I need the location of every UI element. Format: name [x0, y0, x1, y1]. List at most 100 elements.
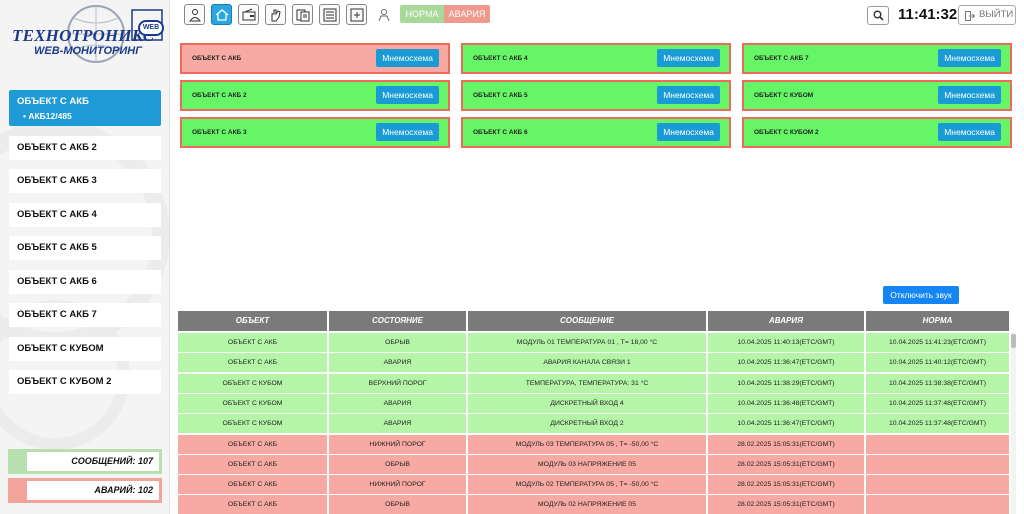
mute-sound-button[interactable]: Отключить звук	[883, 286, 959, 304]
cell-message: АВАРИЯ КАНАЛА СВЯЗИ 1	[468, 353, 706, 373]
cell-norm-time	[866, 454, 1009, 474]
mnemoscheme-button[interactable]: Мнемосхема	[657, 86, 720, 104]
logo-web-badge: WEB	[138, 20, 164, 36]
search-icon	[873, 10, 884, 21]
cell-object: ОБЪЕКТ С АКБ	[178, 353, 327, 373]
sidebar-item-object-akb-6[interactable]: ОБЪЕКТ С АКБ 6	[9, 269, 161, 294]
object-card-title: ОБЪЕКТ С АКБ 4	[473, 55, 528, 62]
alarm-filter-badge[interactable]: АВАРИЯ	[444, 5, 490, 23]
object-card-title: ОБЪЕКТ С КУБОМ 2	[754, 129, 819, 136]
cell-norm-time	[866, 475, 1009, 495]
logout-label: ВЫЙТИ	[979, 9, 1014, 20]
object-card[interactable]: ОБЪЕКТ С АКБ 3 Мнемосхема	[180, 117, 450, 148]
object-card-title: ОБЪЕКТ С КУБОМ	[754, 92, 814, 99]
sidebar-item-object-akb-2[interactable]: ОБЪЕКТ С АКБ 2	[9, 135, 161, 160]
cell-state: ВЕРХНИЙ ПОРОГ	[329, 373, 466, 393]
table-row[interactable]: ОБЪЕКТ С КУБОМ ВЕРХНИЙ ПОРОГ ТЕМПЕРАТУРА, …	[177, 373, 1009, 393]
sidebar-item-object-akb-4[interactable]: ОБЪЕКТ С АКБ 4	[9, 202, 161, 227]
scrollbar-thumb[interactable]	[1011, 334, 1016, 348]
object-card[interactable]: ОБЪЕКТ С АКБ Мнемосхема	[180, 43, 450, 74]
table-row[interactable]: ОБЪЕКТ С КУБОМ АВАРИЯ ДИСКРЕТНЫЙ ВХОД 4 10.…	[177, 393, 1009, 413]
cell-message: МОДУЛЬ 02 ТЕМПЕРАТУРА 05 , T= -50,00 °C	[468, 475, 706, 495]
mnemoscheme-button[interactable]: Мнемосхема	[938, 49, 1001, 67]
user-settings-icon[interactable]	[184, 4, 205, 25]
cell-alarm-time: 10.04.2025 11:36:48(ETC/GMT)	[708, 393, 864, 413]
cell-alarm-time: 10.04.2025 11:40:13(ETC/GMT)	[708, 333, 864, 352]
mnemoscheme-button[interactable]: Мнемосхема	[657, 49, 720, 67]
column-header-norm[interactable]: НОРМА	[866, 311, 1009, 331]
sidebar-item-object-cube[interactable]: ОБЪЕКТ С КУБОМ	[9, 336, 161, 361]
logout-icon	[965, 11, 975, 21]
object-cards-grid: ОБЪЕКТ С АКБ Мнемосхема ОБЪЕКТ С АКБ 2 М…	[180, 43, 1016, 153]
object-card[interactable]: ОБЪЕКТ С КУБОМ 2 Мнемосхема	[742, 117, 1012, 148]
cell-message: ДИСКРЕТНЫЙ ВХОД 4	[468, 393, 706, 413]
cell-object: ОБЪЕКТ С АКБ	[178, 475, 327, 495]
object-card[interactable]: ОБЪЕКТ С АКБ 2 Мнемосхема	[180, 80, 450, 111]
logout-button[interactable]: ВЫЙТИ	[958, 5, 1016, 25]
column-header-message[interactable]: СООБЩЕНИЕ	[468, 311, 706, 331]
cell-state: ОБРЫВ	[329, 495, 466, 514]
object-card[interactable]: ОБЪЕКТ С АКБ 6 Мнемосхема	[461, 117, 731, 148]
object-card[interactable]: ОБЪЕКТ С АКБ 7 Мнемосхема	[742, 43, 1012, 74]
mnemoscheme-button[interactable]: Мнемосхема	[376, 86, 439, 104]
sidebar-item-object-akb-3[interactable]: ОБЪЕКТ С АКБ 3	[9, 169, 161, 193]
hand-icon[interactable]	[265, 4, 286, 25]
worker-icon[interactable]	[373, 4, 394, 25]
messages-counter: СООБЩЕНИЙ: 107	[8, 449, 162, 474]
object-list: ОБЪЕКТ С АКБ • АКБ12/485 ОБЪЕКТ С АКБ 2 …	[9, 90, 161, 404]
app-logo[interactable]: ТЕХНОТРОНИКС WEB-МОНИТОРИНГ WEB	[4, 4, 166, 66]
cell-alarm-time: 10.04.2025 11:36:47(ETC/GMT)	[708, 353, 864, 373]
cell-alarm-time: 10.04.2025 11:36:47(ETC/GMT)	[708, 414, 864, 434]
column-header-alarm[interactable]: АВАРИЯ	[708, 311, 864, 331]
column-header-state[interactable]: СОСТОЯНИЕ	[329, 311, 466, 331]
sidebar-item-object-cube-2[interactable]: ОБЪЕКТ С КУБОМ 2	[9, 370, 161, 394]
mnemoscheme-button[interactable]: Мнемосхема	[938, 86, 1001, 104]
sidebar: ТЕХНОТРОНИКС WEB-МОНИТОРИНГ WEB ОБЪЕКТ С…	[0, 0, 170, 514]
wallet-icon[interactable]	[238, 4, 259, 25]
add-box-icon[interactable]	[346, 4, 367, 25]
column-header-object[interactable]: ОБЪЕКТ	[178, 311, 327, 331]
object-card[interactable]: ОБЪЕКТ С АКБ 4 Мнемосхема	[461, 43, 731, 74]
object-card-title: ОБЪЕКТ С АКБ	[192, 55, 242, 62]
object-card[interactable]: ОБЪЕКТ С КУБОМ Мнемосхема	[742, 80, 1012, 111]
list-icon[interactable]	[319, 4, 340, 25]
cell-message: МОДУЛЬ 03 НАПРЯЖЕНИЕ 05	[468, 454, 706, 474]
clock: 11:41:32	[898, 6, 958, 23]
table-row[interactable]: ОБЪЕКТ С АКБ НИЖНИЙ ПОРОГ МОДУЛЬ 02 ТЕМПЕР…	[177, 475, 1009, 495]
table-row[interactable]: ОБЪЕКТ С АКБ ОБРЫВ МОДУЛЬ 02 НАПРЯЖЕНИЕ 05…	[177, 495, 1009, 514]
cell-alarm-time: 28.02.2025 15:05:31(ETC/GMT)	[708, 495, 864, 514]
cell-alarm-time: 28.02.2025 15:05:31(ETC/GMT)	[708, 434, 864, 454]
mnemoscheme-button[interactable]: Мнемосхема	[376, 49, 439, 67]
cell-message: ДИСКРЕТНЫЙ ВХОД 2	[468, 414, 706, 434]
cell-norm-time: 10.04.2025 11:41:23(ETC/GMT)	[866, 333, 1009, 352]
object-card-title: ОБЪЕКТ С АКБ 5	[473, 92, 528, 99]
table-row[interactable]: ОБЪЕКТ С АКБ ОБРЫВ МОДУЛЬ 03 НАПРЯЖЕНИЕ 05…	[177, 454, 1009, 474]
cell-norm-time	[866, 434, 1009, 454]
cell-norm-time: 10.04.2025 11:37:48(ETC/GMT)	[866, 414, 1009, 434]
norm-filter-badge[interactable]: НОРМА	[400, 5, 444, 23]
sidebar-item-object-akb-5[interactable]: ОБЪЕКТ С АКБ 5	[9, 236, 161, 260]
object-card-title: ОБЪЕКТ С АКБ 3	[192, 129, 247, 136]
mnemoscheme-button[interactable]: Мнемосхема	[657, 123, 720, 141]
search-button[interactable]	[867, 6, 889, 25]
home-icon[interactable]	[211, 4, 232, 25]
table-row[interactable]: ОБЪЕКТ С АКБ ОБРЫВ МОДУЛЬ 01 ТЕМПЕРАТУРА 0…	[177, 333, 1009, 352]
cell-object: ОБЪЕКТ С КУБОМ	[178, 414, 327, 434]
cell-norm-time: 10.04.2025 11:37:48(ETC/GMT)	[866, 393, 1009, 413]
sidebar-item-object-akb-7[interactable]: ОБЪЕКТ С АКБ 7	[9, 303, 161, 327]
cell-message: ТЕМПЕРАТУРА, ТЕМПЕРАТУРА: 31 °C	[468, 373, 706, 393]
table-row[interactable]: ОБЪЕКТ С АКБ НИЖНИЙ ПОРОГ МОДУЛЬ 03 ТЕМПЕР…	[177, 434, 1009, 454]
table-scrollbar[interactable]	[1011, 332, 1016, 514]
table-row[interactable]: ОБЪЕКТ С КУБОМ АВАРИЯ ДИСКРЕТНЫЙ ВХОД 2 10.…	[177, 414, 1009, 434]
cell-alarm-time: 28.02.2025 15:05:31(ETC/GMT)	[708, 454, 864, 474]
sidebar-item-object-akb[interactable]: ОБЪЕКТ С АКБ • АКБ12/485	[9, 90, 161, 126]
mnemoscheme-button[interactable]: Мнемосхема	[376, 123, 439, 141]
sidebar-item-label: ОБЪЕКТ С АКБ	[17, 96, 89, 107]
object-card[interactable]: ОБЪЕКТ С АКБ 5 Мнемосхема	[461, 80, 731, 111]
cell-message: МОДУЛЬ 02 НАПРЯЖЕНИЕ 05	[468, 495, 706, 514]
mnemoscheme-button[interactable]: Мнемосхема	[938, 123, 1001, 141]
documents-icon[interactable]	[292, 4, 313, 25]
table-header: ОБЪЕКТ СОСТОЯНИЕ СООБЩЕНИЕ АВАРИЯ НОРМА	[177, 311, 1009, 331]
sidebar-subitem-akb12-485[interactable]: • АКБ12/485	[23, 111, 72, 121]
